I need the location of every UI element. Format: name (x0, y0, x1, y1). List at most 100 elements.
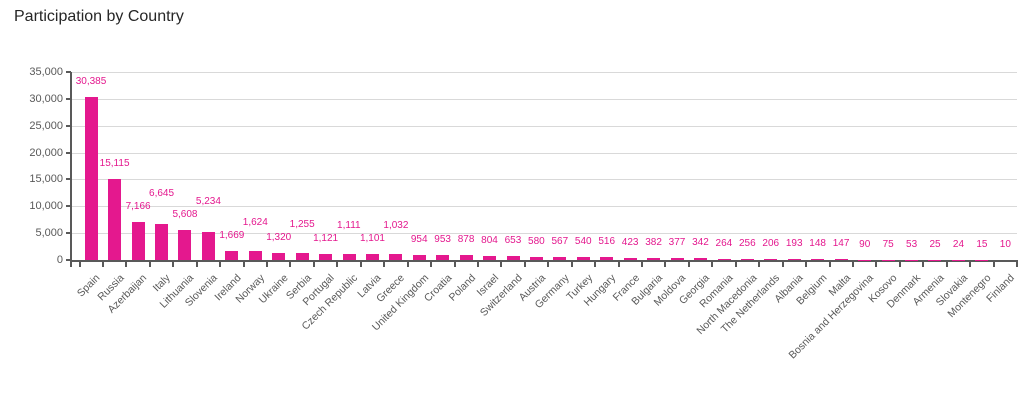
bar-the-netherlands (764, 258, 778, 260)
bar-value-label: 90 (859, 238, 871, 250)
bar-germany (553, 256, 567, 260)
bar-spain (84, 96, 98, 260)
bar-russia (108, 178, 122, 260)
x-axis-tick (312, 260, 315, 267)
bar-azerbaijan (131, 221, 145, 260)
y-axis-tick (66, 178, 71, 181)
x-axis-tick (969, 260, 972, 267)
x-axis-tick (664, 260, 667, 267)
x-axis-line (70, 260, 1017, 262)
bar-malta (834, 259, 848, 260)
y-axis-tick (66, 259, 71, 261)
bar-value-label: 7,166 (125, 200, 151, 212)
y-axis-tick (66, 71, 71, 73)
gridline (71, 152, 1017, 154)
bar-value-label: 540 (574, 236, 592, 248)
bar-bulgaria (647, 257, 661, 260)
bar-united-kingdom (412, 254, 426, 260)
bar-georgia (694, 258, 708, 260)
y-axis-tick (66, 205, 71, 208)
bar-portugal (319, 253, 333, 260)
bar-value-label: 1,121 (313, 232, 339, 244)
bar-value-label: 256 (738, 237, 756, 249)
bar-value-label: 53 (906, 238, 918, 250)
bar-albania (787, 258, 801, 260)
y-axis-tick-label: 15,000 (29, 173, 63, 186)
bar-slovenia (201, 231, 215, 260)
bar-czech-republic (342, 254, 356, 260)
bar-value-label: 30,385 (75, 75, 107, 87)
y-axis-tick (66, 151, 71, 154)
gridline (71, 125, 1017, 127)
bar-value-label: 1,624 (242, 217, 268, 229)
bar-switzerland (506, 256, 520, 260)
x-axis-tick (805, 260, 808, 267)
bar-austria (530, 256, 544, 260)
x-axis-tick (1016, 260, 1018, 267)
bar-value-label: 10 (999, 238, 1011, 250)
bar-value-label: 24 (952, 238, 965, 250)
x-axis-tick (734, 260, 737, 267)
x-axis-tick (570, 260, 573, 267)
y-axis-tick-label: 10,000 (29, 200, 63, 213)
bar-value-label: 148 (809, 238, 826, 250)
bar-value-label: 653 (504, 235, 522, 247)
bar-croatia (436, 254, 450, 260)
bar-serbia (295, 253, 309, 260)
bar-hungary (600, 257, 614, 260)
bar-belgium (811, 259, 825, 260)
bar-value-label: 953 (434, 233, 451, 245)
x-axis-tick (172, 260, 175, 267)
x-axis-tick (289, 260, 292, 267)
x-axis-tick (687, 260, 690, 267)
x-axis-tick (383, 260, 386, 267)
x-axis-tick (594, 260, 597, 267)
bar-value-label: 377 (668, 236, 686, 248)
x-axis-tick (359, 260, 362, 267)
x-axis-tick (547, 260, 550, 267)
bar-value-label: 804 (481, 234, 498, 246)
bar-value-label: 5,608 (172, 208, 198, 220)
bar-value-label: 954 (410, 233, 428, 245)
y-axis-tick-label: 0 (56, 254, 63, 266)
x-axis-tick (758, 260, 761, 267)
bar-value-label: 1,255 (289, 218, 315, 230)
bar-value-label: 1,032 (383, 220, 409, 232)
gridline (71, 179, 1017, 181)
x-axis-tick (101, 260, 104, 267)
x-axis-tick (406, 260, 409, 267)
bar-moldova (670, 257, 684, 260)
bar-value-label: 193 (785, 237, 803, 249)
bar-value-label: 516 (598, 236, 616, 248)
x-axis-tick (992, 260, 995, 267)
x-axis-tick (851, 260, 854, 267)
bar-israel (483, 255, 497, 260)
x-axis-tick (125, 260, 128, 267)
x-axis-tick (242, 260, 245, 267)
x-axis-tick (523, 260, 526, 267)
bar-value-label: 15,115 (99, 157, 130, 169)
bar-latvia (365, 254, 379, 260)
bar-value-label: 1,101 (359, 233, 385, 245)
bar-poland (459, 255, 473, 260)
bar-north-macedonia (740, 258, 754, 260)
x-axis-tick (828, 260, 831, 267)
x-axis-tick (922, 260, 925, 267)
bar-value-label: 1,111 (337, 219, 361, 231)
bar-norway (248, 251, 262, 260)
x-axis-tick (875, 260, 878, 267)
bar-value-label: 147 (832, 238, 850, 250)
y-axis-tick-label: 35,000 (29, 66, 63, 78)
x-axis-tick (781, 260, 784, 267)
bar-value-label: 382 (645, 236, 662, 248)
x-axis-tick (219, 260, 222, 267)
y-axis-tick (66, 97, 71, 100)
y-axis-tick-label: 20,000 (29, 146, 63, 159)
x-axis-tick (945, 260, 948, 267)
bar-ukraine (272, 252, 286, 260)
bar-ireland (225, 251, 239, 260)
bar-italy (155, 224, 169, 260)
bar-value-label: 1,320 (266, 231, 292, 243)
x-axis-tick (266, 260, 268, 267)
